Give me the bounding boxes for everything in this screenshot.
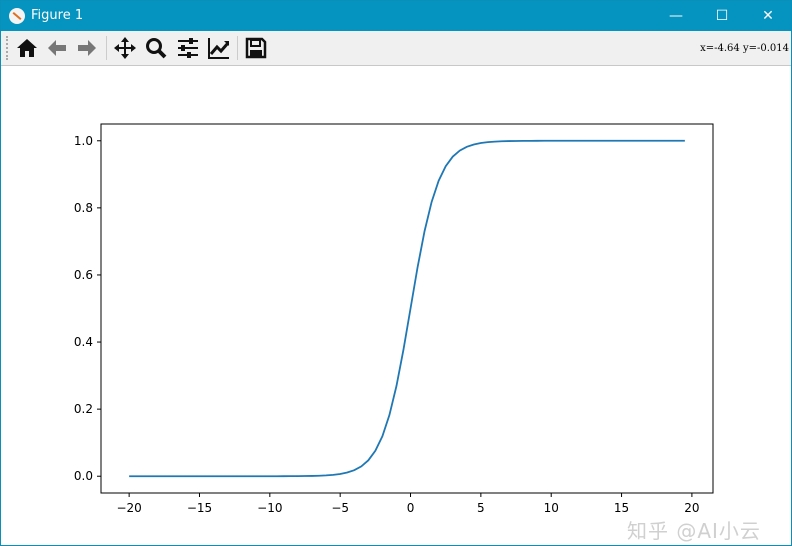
y-tick-label: 0.2 — [74, 402, 93, 416]
save-icon[interactable] — [244, 36, 268, 60]
x-tick-label: −20 — [116, 501, 141, 515]
minimize-button[interactable]: — — [669, 8, 683, 24]
back-icon[interactable] — [45, 36, 69, 60]
x-tick-label: 5 — [477, 501, 485, 515]
maximize-button[interactable]: ☐ — [715, 8, 729, 24]
navigation-toolbar: x=-4.64 y=-0.014 — [1, 31, 791, 66]
x-tick-label: −15 — [187, 501, 212, 515]
y-tick-label: 0.0 — [74, 469, 93, 483]
x-tick-label: 15 — [614, 501, 629, 515]
x-tick-label: 10 — [544, 501, 559, 515]
zoom-icon[interactable] — [144, 36, 168, 60]
window-title: Figure 1 — [31, 8, 84, 23]
y-tick-label: 1.0 — [74, 134, 93, 148]
x-tick-label: −10 — [257, 501, 282, 515]
matplotlib-logo-icon — [9, 8, 25, 24]
toolbar-separator — [106, 36, 107, 60]
pan-icon[interactable] — [113, 36, 137, 60]
y-tick-label: 0.8 — [74, 201, 93, 215]
toolbar-grip[interactable] — [6, 36, 10, 60]
axis-ticks: −20 −15 −10 −5 0 5 10 15 20 0.0 0.2 0.4 0.6 0.8 1.0 — [74, 134, 700, 515]
title-bar: Figure 1 — ☐ ✕ — [1, 1, 791, 31]
home-icon[interactable] — [15, 36, 39, 60]
close-button[interactable]: ✕ — [762, 8, 774, 24]
series-line — [129, 139, 685, 478]
configure-subplots-icon[interactable] — [176, 36, 200, 60]
plot-canvas[interactable]: −20 −15 −10 −5 0 5 10 15 20 0.0 0.2 0.4 0.6 0.8 1.0 — [1, 66, 791, 545]
y-tick-label: 0.4 — [74, 335, 93, 349]
x-tick-label: −5 — [331, 501, 349, 515]
toolbar-separator — [237, 36, 238, 60]
axes-frame — [100, 123, 714, 494]
forward-icon[interactable] — [75, 36, 99, 60]
x-tick-label: 0 — [407, 501, 415, 515]
x-tick-label: 20 — [684, 501, 699, 515]
edit-axis-icon[interactable] — [207, 36, 231, 60]
cursor-coordinates: x=-4.64 y=-0.014 — [700, 43, 789, 54]
watermark: 知乎 @AI小云 — [627, 519, 761, 543]
y-tick-label: 0.6 — [74, 268, 93, 282]
